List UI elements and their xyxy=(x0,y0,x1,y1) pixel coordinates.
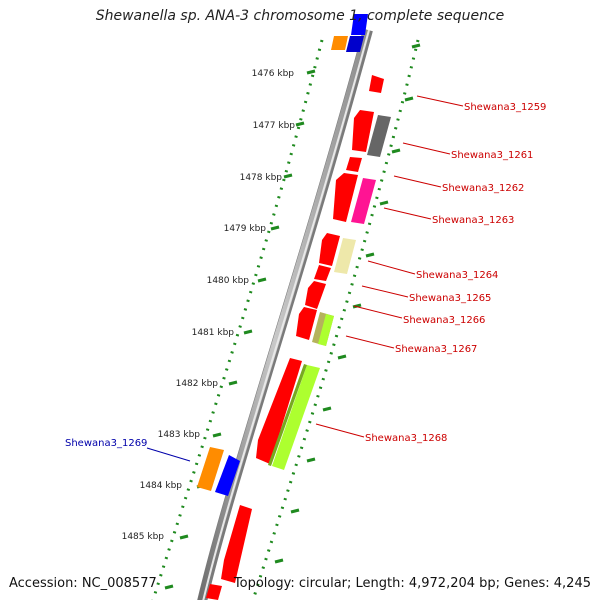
tick-label: 1478 kbp xyxy=(240,173,283,183)
feature-1268-red xyxy=(256,358,302,464)
feature-red-lower2 xyxy=(206,584,222,600)
tick-label: 1485 kbp xyxy=(122,532,165,542)
feature-1264-yellow xyxy=(334,238,356,274)
tick-label: 1479 kbp xyxy=(224,224,267,234)
gene-label-1259: Shewana3_1259 xyxy=(464,102,546,113)
accession-text: Accession: NC_008577 xyxy=(9,576,157,591)
feature-1265-red xyxy=(314,265,331,281)
tick-mark xyxy=(228,380,238,386)
feature-red-lower1 xyxy=(221,505,252,583)
feature-1268-lime xyxy=(272,365,320,470)
gene-label-1263: Shewana3_1263 xyxy=(432,215,514,226)
dotted-track-right xyxy=(250,39,420,604)
feature-orange-top xyxy=(331,36,348,50)
label-leaders xyxy=(315,95,464,438)
tick-label: 1482 kbp xyxy=(176,379,219,389)
tick-mark xyxy=(306,69,316,75)
tick-mark xyxy=(257,277,267,283)
gene-label-1265: Shewana3_1265 xyxy=(409,293,491,304)
gene-label-1264: Shewana3_1264 xyxy=(416,270,498,281)
right-track-ticks xyxy=(274,43,421,564)
feature-1262-big xyxy=(333,173,358,222)
gene-label-1261: Shewana3_1261 xyxy=(451,150,533,161)
gene-label-1267: Shewana3_1267 xyxy=(395,344,477,355)
tick-mark xyxy=(283,173,293,179)
backbone-highlight xyxy=(201,29,370,604)
feature-1266-red xyxy=(296,307,317,340)
backbone xyxy=(196,29,371,604)
tick-label: 1476 kbp xyxy=(252,69,295,79)
tick-mark xyxy=(270,225,280,231)
map-title: Shewanella sp. ANA-3 chromosome 1, compl… xyxy=(95,8,505,24)
gene-label-1268: Shewana3_1268 xyxy=(365,433,447,444)
feature-1259 xyxy=(369,75,384,93)
feature-1268-lime-edge xyxy=(268,364,307,466)
tick-mark xyxy=(295,121,305,127)
feature-1261-red xyxy=(352,110,374,152)
feature-1262-red xyxy=(346,157,362,172)
feature-1265-red2 xyxy=(305,281,326,309)
topology-text: Topology: circular; Length: 4,972,204 bp… xyxy=(233,576,591,591)
gene-label-1262: Shewana3_1262 xyxy=(442,183,524,194)
tick-label: 1477 kbp xyxy=(253,121,296,131)
tick-mark xyxy=(243,329,253,335)
gene-label-1269: Shewana3_1269 xyxy=(65,438,147,449)
label-leader-1269 xyxy=(146,447,191,462)
tick-mark xyxy=(212,432,222,438)
feature-1261-gray xyxy=(367,115,391,157)
features xyxy=(197,14,391,600)
tick-mark xyxy=(164,584,174,590)
feature-1267-lime xyxy=(318,314,334,346)
tick-label: 1480 kbp xyxy=(207,276,250,286)
gene-label-1266: Shewana3_1266 xyxy=(403,315,485,326)
feature-blue-top xyxy=(351,14,368,35)
feature-1269-orange xyxy=(197,447,224,491)
tick-label: 1483 kbp xyxy=(158,430,201,440)
feature-1264-red xyxy=(319,233,340,266)
tick-label: 1484 kbp xyxy=(140,481,183,491)
tick-label: 1481 kbp xyxy=(192,328,235,338)
feature-1263-magenta xyxy=(351,178,376,224)
feature-1269-blue xyxy=(215,455,240,496)
tick-mark xyxy=(179,534,189,540)
feature-blue-top2 xyxy=(346,36,364,52)
